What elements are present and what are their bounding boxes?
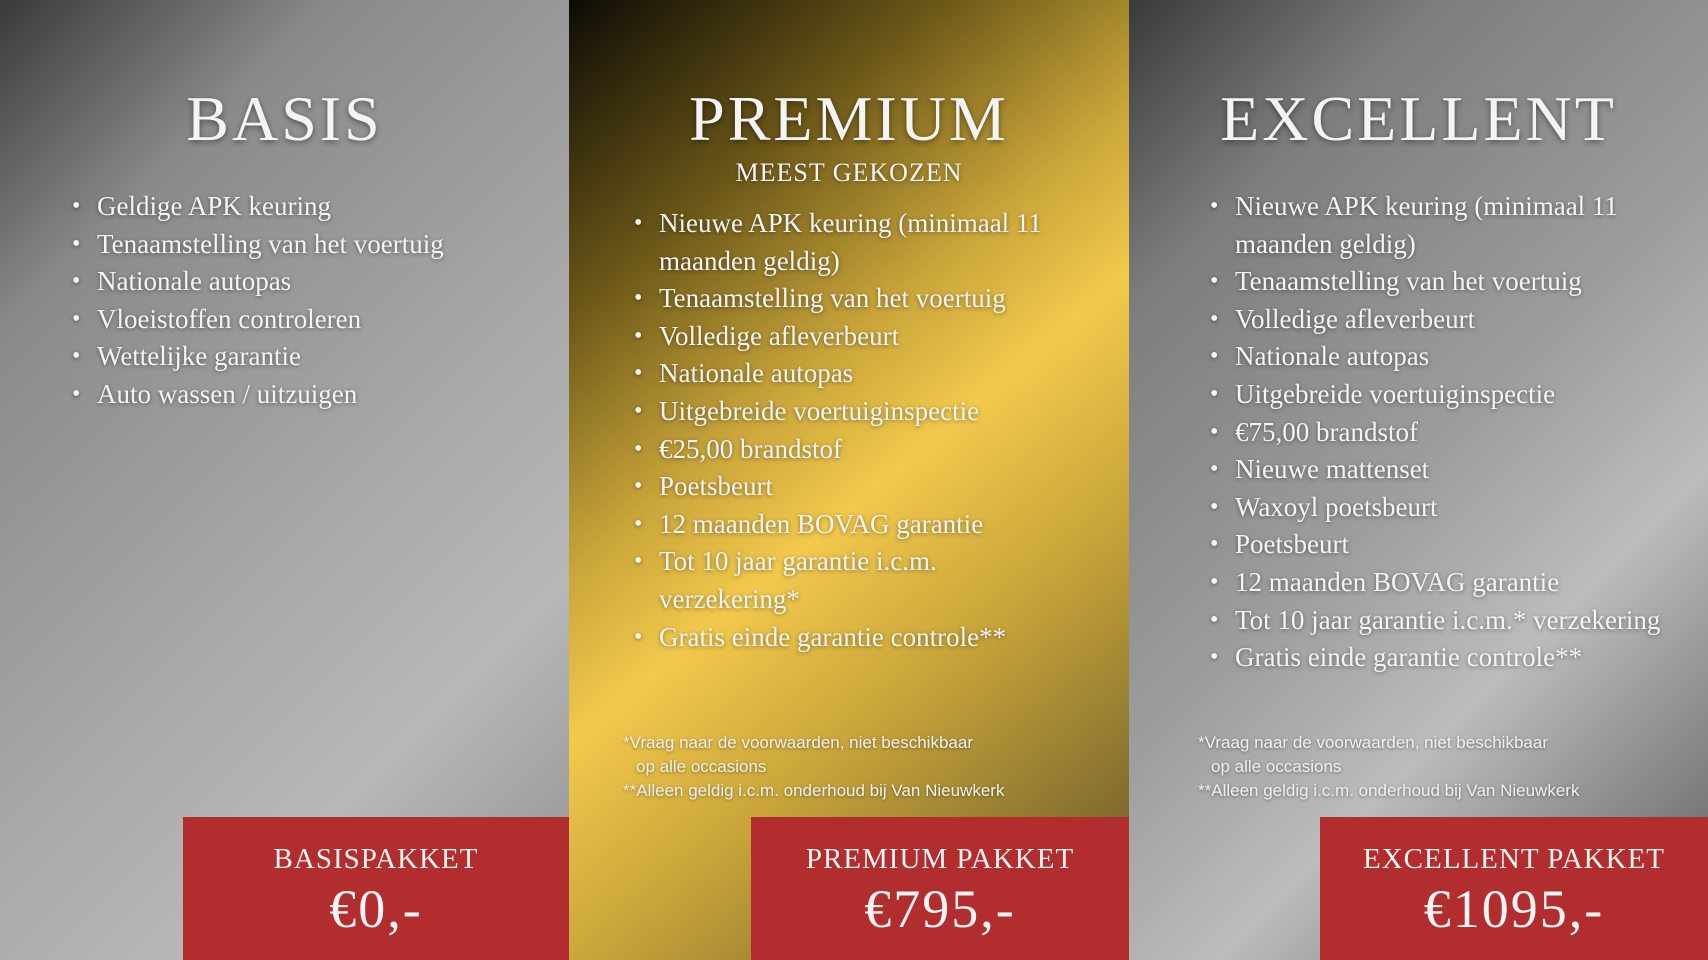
footnote: **Alleen geldig i.c.m. onderhoud bij Van… <box>623 781 1005 800</box>
feature-item: Tot 10 jaar garantie i.c.m. verzekering* <box>634 543 1064 618</box>
feature-item: Nationale autopas <box>634 355 1064 393</box>
footnote: **Alleen geldig i.c.m. onderhoud bij Van… <box>1198 781 1580 800</box>
package-label: PREMIUM PAKKET <box>805 843 1075 875</box>
feature-item: Auto wassen / uitzuigen <box>72 376 552 414</box>
feature-item: Tenaamstelling van het voertuig <box>1210 263 1670 301</box>
footnote: op alle occasions <box>1211 757 1342 776</box>
footnote: op alle occasions <box>636 757 767 776</box>
package-price: €1095,- <box>1423 879 1605 939</box>
package-label: EXCELLENT PAKKET <box>1363 843 1665 875</box>
feature-item: Nieuwe APK keuring (minimaal 11 maanden … <box>634 205 1064 280</box>
feature-item: €25,00 brandstof <box>634 431 1064 469</box>
feature-item: Nationale autopas <box>72 263 552 301</box>
feature-list: Nieuwe APK keuring (minimaal 11 maanden … <box>634 205 1064 656</box>
package-basis: BASIS Geldige APK keuringTenaamstelling … <box>0 0 569 960</box>
feature-item: €75,00 brandstof <box>1210 414 1670 452</box>
feature-item: Gratis einde garantie controle** <box>1210 639 1670 677</box>
feature-item: Volledige afleverbeurt <box>634 318 1064 356</box>
feature-item: Nationale autopas <box>1210 338 1670 376</box>
feature-item: Geldige APK keuring <box>72 188 552 226</box>
price-box: EXCELLENT PAKKET €1095,- <box>1320 817 1708 960</box>
footnotes: *Vraag naar de voorwaarden, niet beschik… <box>1198 731 1579 803</box>
package-title: EXCELLENT <box>1220 83 1617 154</box>
feature-item: Waxoyl poetsbeurt <box>1210 489 1670 527</box>
price-box: PREMIUM PAKKET €795,- <box>751 817 1129 960</box>
package-premium: PREMIUM MEEST GEKOZEN Nieuwe APK keuring… <box>569 0 1129 960</box>
feature-item: Poetsbeurt <box>1210 526 1670 564</box>
feature-item: Gratis einde garantie controle** <box>634 619 1064 657</box>
feature-item: Nieuwe mattenset <box>1210 451 1670 489</box>
feature-item: Volledige afleverbeurt <box>1210 301 1670 339</box>
feature-item: Tenaamstelling van het voertuig <box>72 226 552 264</box>
package-subtitle: MEEST GEKOZEN <box>735 158 963 187</box>
package-label: BASISPAKKET <box>273 843 479 875</box>
feature-item: Tot 10 jaar garantie i.c.m.* verzekering <box>1210 602 1670 640</box>
feature-item: 12 maanden BOVAG garantie <box>634 506 1064 544</box>
feature-item: Tenaamstelling van het voertuig <box>634 280 1064 318</box>
feature-item: Uitgebreide voertuiginspectie <box>634 393 1064 431</box>
feature-item: Wettelijke garantie <box>72 338 552 376</box>
feature-item: Vloeistoffen controleren <box>72 301 552 339</box>
price-box: BASISPAKKET €0,- <box>183 817 569 960</box>
footnote: *Vraag naar de voorwaarden, niet beschik… <box>623 733 973 752</box>
footnotes: *Vraag naar de voorwaarden, niet beschik… <box>623 731 1004 803</box>
package-price: €795,- <box>864 879 1016 939</box>
feature-item: Uitgebreide voertuiginspectie <box>1210 376 1670 414</box>
feature-item: Poetsbeurt <box>634 468 1064 506</box>
feature-item: 12 maanden BOVAG garantie <box>1210 564 1670 602</box>
package-price: €0,- <box>329 879 423 939</box>
feature-list: Nieuwe APK keuring (minimaal 11 maanden … <box>1210 188 1670 677</box>
feature-item: Nieuwe APK keuring (minimaal 11 maanden … <box>1210 188 1670 263</box>
package-excellent: EXCELLENT Nieuwe APK keuring (minimaal 1… <box>1129 0 1708 960</box>
package-title: PREMIUM <box>689 83 1009 154</box>
feature-list: Geldige APK keuringTenaamstelling van he… <box>72 188 552 414</box>
footnote: *Vraag naar de voorwaarden, niet beschik… <box>1198 733 1548 752</box>
package-title: BASIS <box>186 83 383 154</box>
